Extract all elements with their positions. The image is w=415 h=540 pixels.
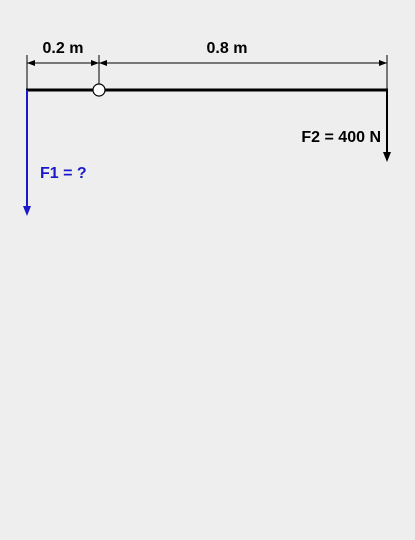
pivot-circle [92,83,106,97]
dimension-arrowheads [27,60,387,66]
force-f1-arrow [23,90,31,216]
dimension-lines [26,55,388,90]
dim-arrow-left-start [27,60,35,66]
dim-arrow-left-end [91,60,99,66]
force-f1-label: F1 = ? [40,165,87,182]
dim-arrow-right-end [379,60,387,66]
force-f2-label: F2 = 400 N [301,129,381,146]
dim-label-left-span: 0.2 m [43,40,84,57]
dim-label-right-span: 0.8 m [207,40,248,57]
dim-arrow-right-start [99,60,107,66]
force-f2-arrow [383,90,391,162]
